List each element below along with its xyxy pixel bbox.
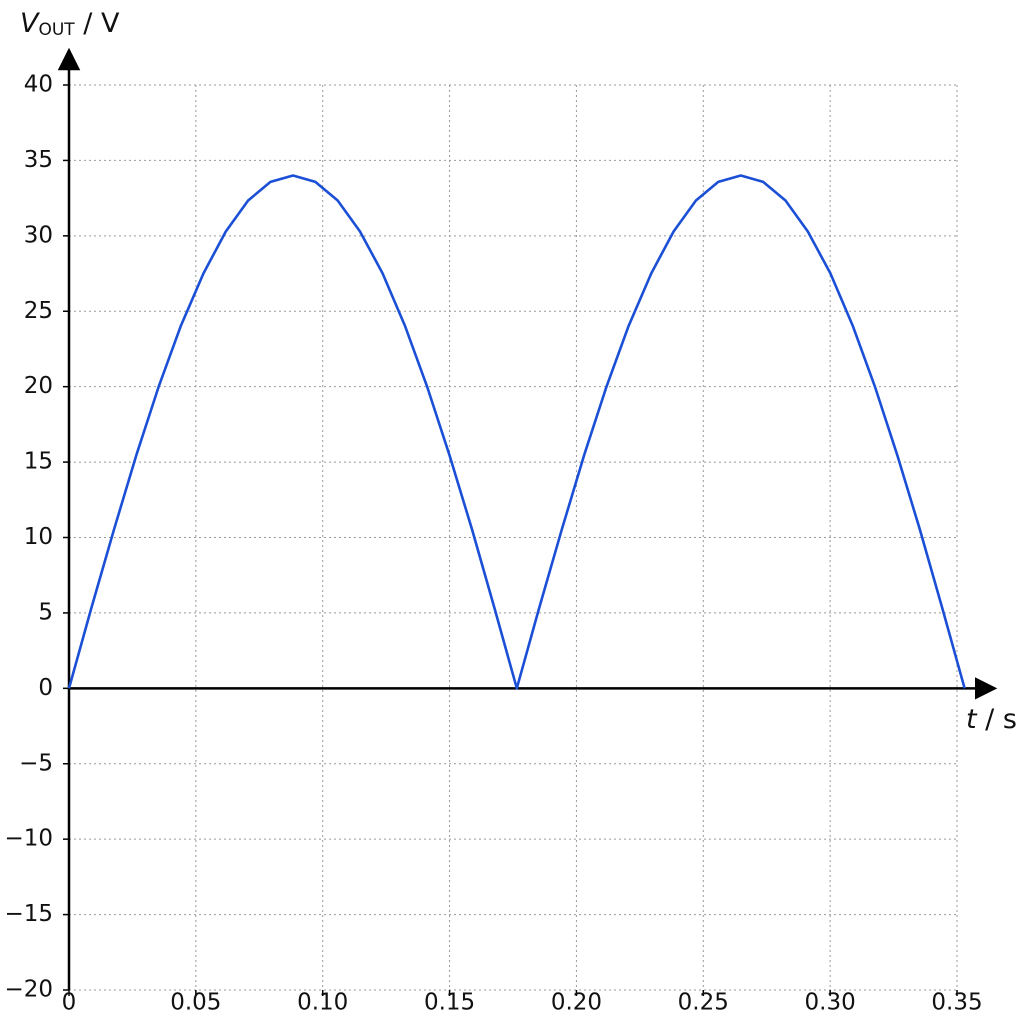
y-tick-label: 10	[24, 524, 53, 550]
grid	[69, 84, 958, 991]
y-tick-label: −20	[4, 977, 53, 1003]
y-tick-label: 25	[24, 298, 53, 324]
y-tick-label: −10	[4, 826, 53, 852]
x-label-unit: / s	[977, 704, 1017, 735]
y-label-subscript: OUT	[38, 20, 75, 40]
y-tick-label: 30	[24, 222, 53, 248]
y-label-unit: / V	[75, 8, 120, 39]
y-tick-label: 20	[24, 373, 53, 399]
y-tick-label: 35	[24, 147, 53, 173]
y-label-symbol: V	[20, 8, 41, 39]
x-tick-label: 0.25	[678, 990, 729, 1016]
x-tick-label: 0.05	[170, 990, 221, 1016]
y-tick-label: −5	[19, 750, 53, 776]
y-tick-label: 0	[38, 675, 53, 701]
y-tick-label: 40	[24, 72, 53, 98]
x-axis-label: t / s	[966, 704, 1017, 735]
x-tick-label: 0.20	[551, 990, 602, 1016]
y-tick-label: 5	[38, 599, 53, 625]
x-tick-label: 0.10	[297, 990, 348, 1016]
data-line	[67, 174, 966, 690]
x-tick-label: 0	[62, 990, 77, 1016]
y-tick-label: 15	[24, 449, 53, 475]
y-tick-label: −15	[4, 901, 53, 927]
x-tick-label: 0.35	[931, 990, 982, 1016]
x-tick-label: 0.30	[805, 990, 856, 1016]
y-axis-label: VOUT / V	[20, 8, 120, 41]
x-label-symbol: t	[966, 704, 978, 735]
x-tick-label: 0.15	[424, 990, 475, 1016]
